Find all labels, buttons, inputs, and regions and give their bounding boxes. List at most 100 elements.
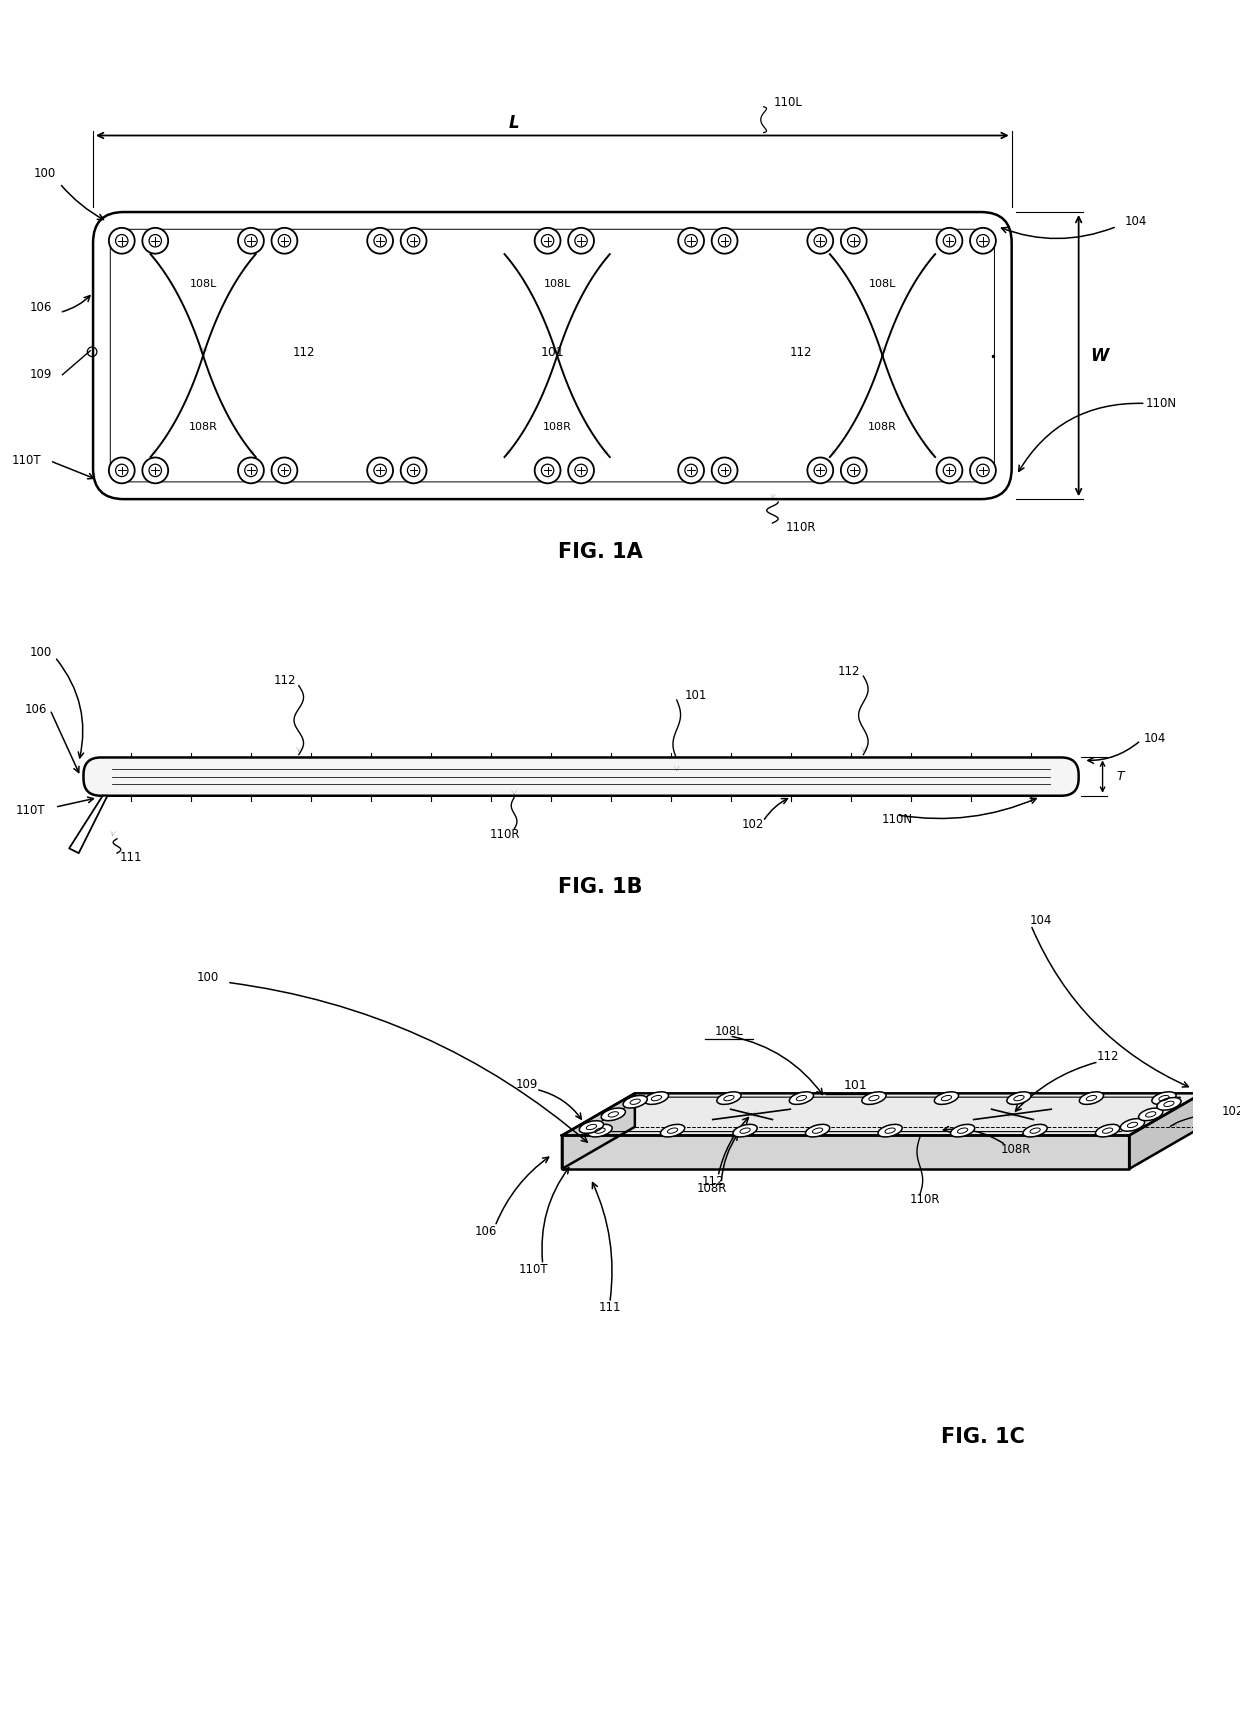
Circle shape [841,228,867,254]
Ellipse shape [1152,1091,1176,1105]
Text: 110N: 110N [1146,397,1177,409]
Ellipse shape [951,1124,975,1137]
Circle shape [401,228,427,254]
Circle shape [712,457,738,483]
Circle shape [970,457,996,483]
FancyBboxPatch shape [83,757,1079,797]
Text: FIG. 1B: FIG. 1B [558,877,642,896]
Ellipse shape [733,1124,758,1137]
Text: 102: 102 [742,817,765,831]
Text: 108R: 108R [868,423,897,432]
Text: 102: 102 [1221,1105,1240,1119]
FancyBboxPatch shape [93,212,1012,498]
Circle shape [367,228,393,254]
Text: 108L: 108L [543,279,570,289]
Text: 100: 100 [30,646,52,660]
Polygon shape [562,1093,1202,1136]
Circle shape [143,457,169,483]
Text: T: T [1117,771,1125,783]
Ellipse shape [806,1124,830,1137]
Text: 110L: 110L [774,96,802,108]
Text: 104: 104 [1029,913,1052,927]
Ellipse shape [579,1120,604,1134]
Circle shape [712,228,738,254]
Text: 112: 112 [273,675,295,687]
Text: 110T: 110T [518,1262,548,1276]
Text: 100: 100 [197,971,219,983]
Ellipse shape [1138,1108,1163,1120]
Text: 110N: 110N [882,814,913,826]
Text: 104: 104 [1125,216,1147,228]
Ellipse shape [878,1124,903,1137]
Text: 110R: 110R [909,1192,940,1206]
Circle shape [272,228,298,254]
Circle shape [568,457,594,483]
Ellipse shape [1007,1091,1030,1105]
Circle shape [401,457,427,483]
Circle shape [678,457,704,483]
Circle shape [970,228,996,254]
Circle shape [807,228,833,254]
Text: 110R: 110R [490,827,520,841]
Ellipse shape [1095,1124,1120,1137]
Text: 112: 112 [1097,1050,1120,1064]
Text: 101: 101 [541,346,564,360]
Text: 108L: 108L [715,1024,744,1038]
Text: 110R: 110R [786,521,816,534]
Circle shape [272,457,298,483]
Ellipse shape [661,1124,684,1137]
Text: 101: 101 [684,689,707,702]
Text: W: W [1090,346,1109,365]
Circle shape [238,228,264,254]
Text: 112: 112 [790,346,812,360]
Ellipse shape [1023,1124,1048,1137]
Polygon shape [562,1093,635,1168]
Ellipse shape [1121,1119,1145,1131]
Text: 110T: 110T [16,803,46,817]
Circle shape [807,457,833,483]
Ellipse shape [588,1124,613,1137]
Text: 104: 104 [1145,731,1167,745]
Ellipse shape [790,1091,813,1105]
Circle shape [841,457,867,483]
Text: 108R: 108R [697,1182,727,1194]
Text: 100: 100 [33,168,56,180]
Ellipse shape [622,1095,647,1108]
Circle shape [143,228,169,254]
Text: 106: 106 [25,702,47,716]
Text: 108R: 108R [543,423,572,432]
Ellipse shape [1157,1098,1180,1110]
Circle shape [678,228,704,254]
Polygon shape [562,1136,1130,1168]
Text: 108L: 108L [190,279,217,289]
Circle shape [534,228,560,254]
Circle shape [568,228,594,254]
Text: 111: 111 [599,1302,621,1314]
Text: 110T: 110T [11,454,41,468]
Polygon shape [1130,1093,1202,1168]
Text: FIG. 1C: FIG. 1C [941,1427,1025,1447]
Circle shape [109,457,135,483]
Text: 109: 109 [515,1077,538,1091]
Text: 106: 106 [30,301,52,313]
Text: L: L [508,113,520,132]
Text: 108L: 108L [869,279,897,289]
Circle shape [534,457,560,483]
Text: 108R: 108R [188,423,217,432]
Text: 112: 112 [293,346,315,360]
Circle shape [367,457,393,483]
Text: 101: 101 [843,1079,867,1093]
Circle shape [936,228,962,254]
Ellipse shape [862,1091,887,1105]
Ellipse shape [934,1091,959,1105]
Ellipse shape [645,1091,668,1105]
Circle shape [936,457,962,483]
Text: 112: 112 [702,1175,724,1187]
Text: 111: 111 [120,851,143,865]
Text: 106: 106 [474,1225,496,1237]
Text: 108R: 108R [1001,1143,1030,1156]
Ellipse shape [601,1108,625,1120]
Polygon shape [69,797,108,853]
Text: FIG. 1A: FIG. 1A [558,541,642,562]
Text: 112: 112 [838,665,861,678]
